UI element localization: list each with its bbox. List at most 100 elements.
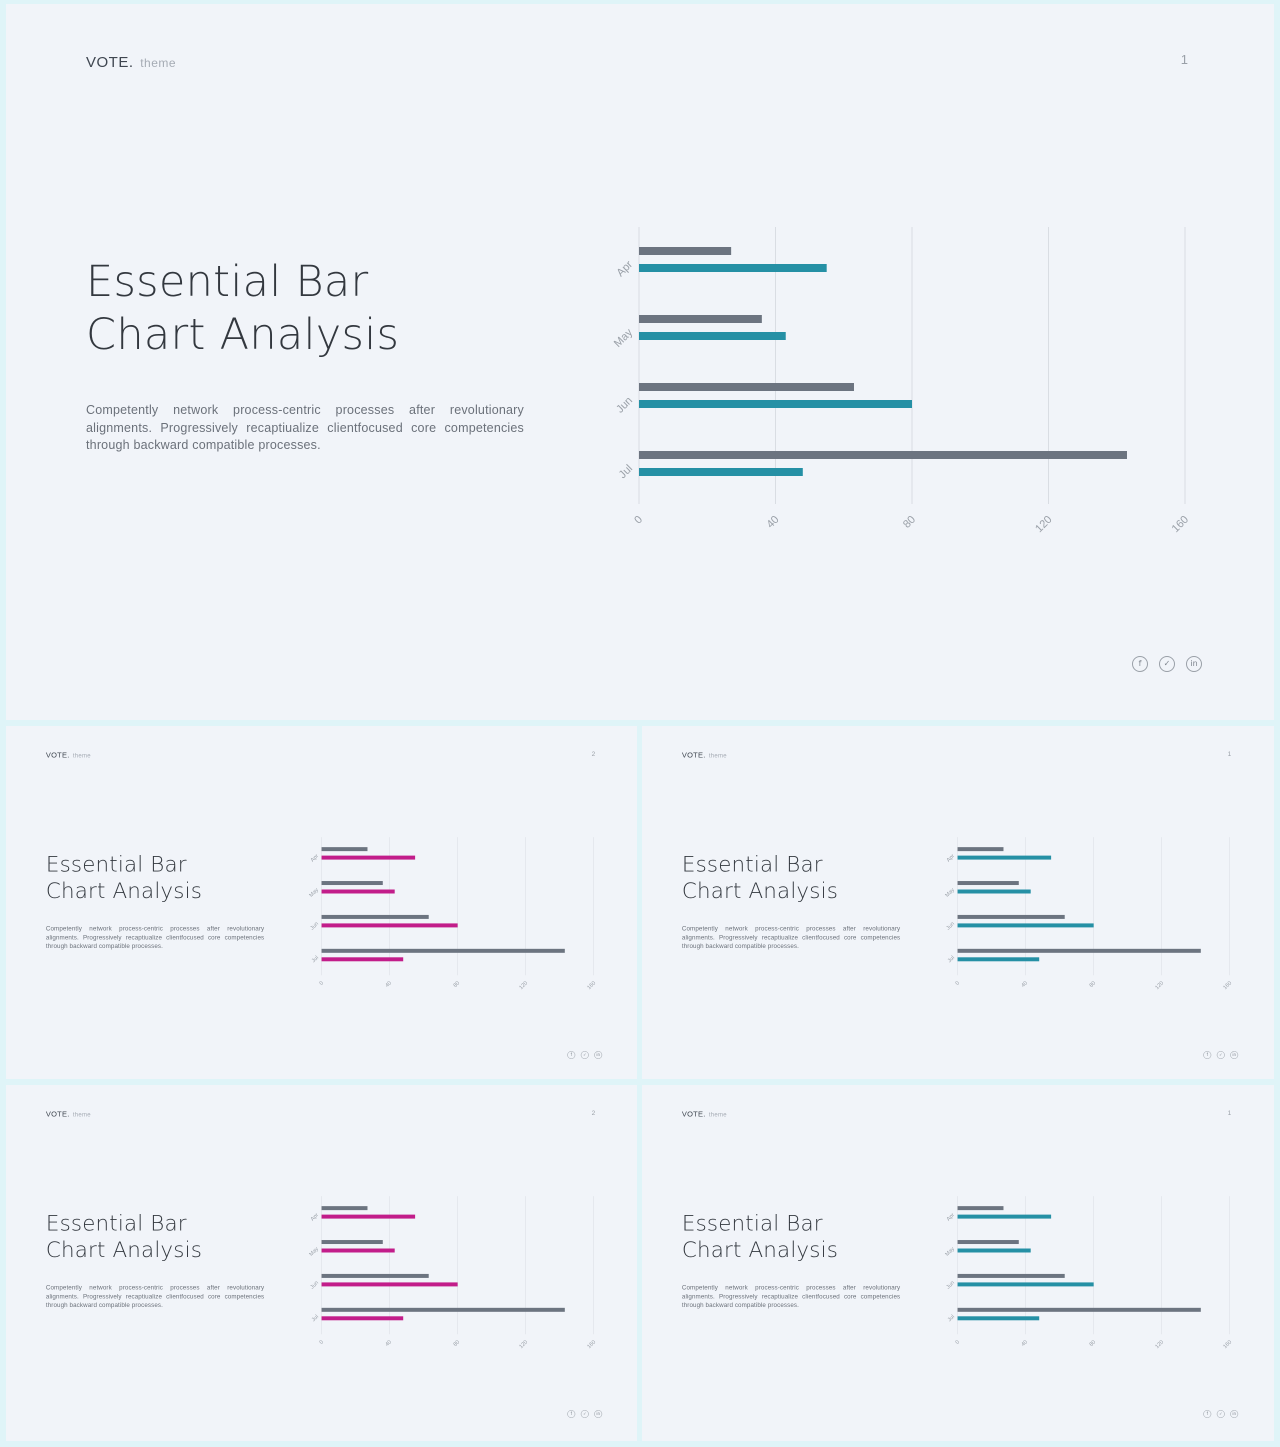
bar-series-2 — [957, 1248, 1031, 1253]
bar-series-2 — [321, 1316, 404, 1321]
x-tick-label: 80 — [1088, 980, 1097, 989]
twitter-icon[interactable]: ✓ — [1159, 656, 1175, 672]
facebook-icon[interactable]: f — [567, 1051, 576, 1059]
category-label: Jul — [947, 955, 956, 964]
bar-series-1 — [957, 1240, 1019, 1245]
linkedin-icon[interactable]: in — [594, 1051, 603, 1059]
brand-name: VOTE. — [681, 750, 706, 760]
twitter-icon[interactable]: ✓ — [580, 1051, 589, 1059]
slide-description: Competently network process-centric proc… — [681, 1283, 901, 1309]
facebook-icon[interactable]: f — [1203, 1410, 1212, 1418]
bar-series-1 — [321, 914, 429, 919]
slide-description: Competently network process-centric proc… — [681, 924, 901, 950]
category-label: Jun — [945, 1280, 955, 1290]
x-tick-label: 40 — [384, 1339, 393, 1348]
bar-series-2 — [957, 957, 1040, 962]
x-tick-label: 80 — [1088, 1339, 1097, 1348]
bar-series-1 — [957, 1307, 1201, 1312]
category-label: Apr — [946, 1212, 956, 1222]
bar-series-1 — [321, 1240, 383, 1245]
x-tick-label: 160 — [1222, 1339, 1233, 1350]
x-tick-label: 120 — [1154, 1339, 1165, 1350]
x-tick-label: 80 — [901, 514, 918, 531]
linkedin-icon[interactable]: in — [1186, 656, 1202, 672]
bar-series-2 — [321, 1214, 416, 1219]
x-tick-label: 40 — [764, 514, 781, 531]
slide-canvas: VOTE. theme 1 Essential Bar Chart Analys… — [642, 726, 1274, 1079]
brand-logo: VOTE. theme — [682, 1110, 727, 1118]
bar-series-2 — [639, 400, 912, 408]
category-label: Jun — [945, 921, 955, 931]
brand-logo: VOTE. theme — [46, 751, 91, 759]
x-tick-label: 120 — [518, 1339, 529, 1350]
slide-description: Competently network process-centric proc… — [45, 1283, 265, 1309]
brand-sub: theme — [708, 751, 727, 759]
page-number: 2 — [591, 749, 596, 758]
category-label: Jun — [309, 921, 319, 931]
page-number: 1 — [1180, 52, 1188, 67]
category-label: May — [944, 887, 956, 899]
brand-sub: theme — [708, 1110, 727, 1118]
category-label: Jun — [309, 1280, 319, 1290]
brand-logo: VOTE. theme — [682, 751, 727, 759]
facebook-icon[interactable]: f — [1132, 656, 1148, 672]
brand-sub: theme — [72, 1110, 91, 1118]
slide-description: Competently network process-centric proc… — [86, 403, 524, 452]
social-links: f ✓ in — [567, 1051, 603, 1059]
x-tick-label: 40 — [384, 980, 393, 989]
category-label: Apr — [310, 1212, 320, 1222]
title-line-2: Chart Analysis — [681, 878, 839, 904]
category-label: Jul — [311, 1314, 320, 1323]
bar-series-1 — [957, 914, 1065, 919]
linkedin-icon[interactable]: in — [1230, 1410, 1239, 1418]
category-label: Jul — [617, 463, 635, 481]
bar-series-2 — [321, 923, 458, 928]
bar-series-1 — [321, 948, 565, 953]
slide-description: Competently network process-centric proc… — [45, 924, 265, 950]
x-tick-label: 80 — [452, 1339, 461, 1348]
slide-canvas: VOTE. theme 1 Essential Bar Chart Analys… — [642, 1085, 1274, 1441]
brand-sub: theme — [72, 751, 91, 759]
bar-series-1 — [639, 315, 762, 323]
linkedin-icon[interactable]: in — [594, 1410, 603, 1418]
title-line-2: Chart Analysis — [45, 1237, 203, 1263]
category-label: Jun — [614, 395, 635, 416]
page-number: 1 — [1227, 749, 1232, 758]
category-label: Apr — [946, 853, 956, 863]
category-label: May — [944, 1246, 956, 1258]
twitter-icon[interactable]: ✓ — [580, 1410, 589, 1418]
x-tick-label: 120 — [518, 980, 529, 991]
brand-name: VOTE. — [45, 750, 70, 760]
bar-chart: 0 40 80 120 160 Apr May Jun Jul — [944, 837, 1233, 991]
bar-series-1 — [321, 1206, 368, 1211]
title-line-1: Essential Bar — [45, 1211, 187, 1237]
category-label: Jul — [311, 955, 320, 964]
twitter-icon[interactable]: ✓ — [1216, 1051, 1225, 1059]
slide-1[interactable]: VOTE. theme 1 Essential Bar Chart Analys… — [6, 4, 1274, 720]
facebook-icon[interactable]: f — [567, 1410, 576, 1418]
linkedin-icon[interactable]: in — [1230, 1051, 1239, 1059]
facebook-icon[interactable]: f — [1203, 1051, 1212, 1059]
x-tick-label: 120 — [1033, 514, 1054, 535]
bar-series-1 — [639, 451, 1127, 459]
x-tick-label: 0 — [955, 1339, 961, 1345]
bar-series-2 — [957, 1316, 1040, 1321]
slide-canvas: VOTE. theme 2 Essential Bar Chart Analys… — [6, 726, 637, 1079]
category-label: May — [308, 887, 320, 899]
x-tick-label: 40 — [1020, 1339, 1029, 1348]
slide-4[interactable]: VOTE. theme 2 Essential Bar Chart Analys… — [6, 1085, 637, 1441]
brand-name: VOTE. — [45, 1109, 70, 1119]
slide-title: Essential Bar Chart Analysis — [46, 852, 202, 905]
social-links: f ✓ in — [1203, 1410, 1239, 1418]
twitter-icon[interactable]: ✓ — [1216, 1410, 1225, 1418]
slide-title: Essential Bar Chart Analysis — [682, 852, 838, 905]
x-tick-label: 0 — [319, 980, 325, 986]
bar-series-1 — [639, 383, 854, 391]
slide-3[interactable]: VOTE. theme 1 Essential Bar Chart Analys… — [642, 726, 1274, 1079]
slide-2[interactable]: VOTE. theme 2 Essential Bar Chart Analys… — [6, 726, 637, 1079]
x-tick-label: 160 — [586, 1339, 597, 1350]
slide-5[interactable]: VOTE. theme 1 Essential Bar Chart Analys… — [642, 1085, 1274, 1441]
bar-series-2 — [639, 468, 803, 476]
bar-series-1 — [957, 1273, 1065, 1278]
slide-title: Essential Bar Chart Analysis — [46, 1211, 202, 1264]
